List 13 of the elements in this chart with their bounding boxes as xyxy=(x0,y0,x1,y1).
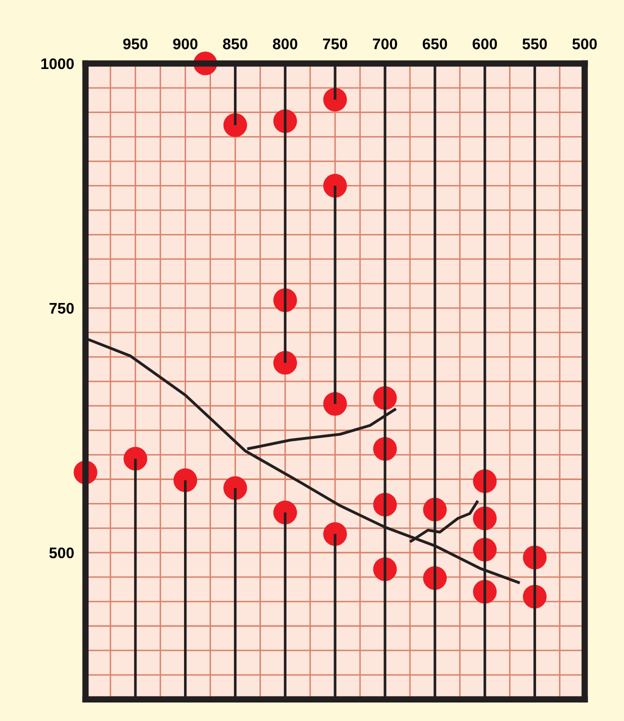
x-tick-label: 750 xyxy=(323,38,348,50)
y-tick-label: 750 xyxy=(50,302,74,314)
y-tick-label: 1000 xyxy=(41,58,74,70)
x-tick-label: 650 xyxy=(422,38,448,50)
x-tick-label: 550 xyxy=(522,38,547,50)
x-tick-label: 850 xyxy=(222,38,248,50)
x-tick-label: 950 xyxy=(123,38,148,50)
x-tick-label: 600 xyxy=(472,38,497,50)
x-tick-label: 700 xyxy=(372,38,398,50)
x-tick-label: 500 xyxy=(572,38,597,50)
y-tick-label: 500 xyxy=(49,547,74,558)
x-tick-label: 900 xyxy=(173,38,198,50)
x-tick-label: 800 xyxy=(272,38,298,50)
